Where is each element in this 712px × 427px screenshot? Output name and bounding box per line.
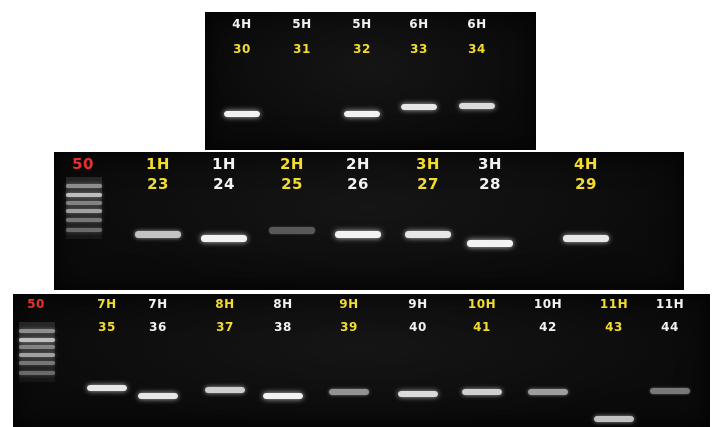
- ladder-lane: [66, 177, 102, 240]
- dna-band: [335, 231, 381, 239]
- lane-top-label: 1H: [146, 155, 170, 173]
- ladder-band: [66, 227, 102, 232]
- lane-number-label: 25: [281, 175, 303, 193]
- dna-band: [398, 390, 438, 397]
- ladder-band: [19, 353, 55, 358]
- lane-number-label: 30: [233, 42, 251, 56]
- lane-number-label: 36: [149, 320, 167, 334]
- lane-top-label: 3H: [416, 155, 440, 173]
- lane-number-label: 33: [410, 42, 428, 56]
- lane-number-label: 34: [468, 42, 486, 56]
- marker-label: 50: [27, 297, 45, 311]
- lane-number-label: 44: [661, 320, 679, 334]
- lane-number-label: 39: [340, 320, 358, 334]
- dna-band: [201, 235, 247, 243]
- lane-number-label: 29: [575, 175, 597, 193]
- ladder-band: [66, 200, 102, 205]
- lane-number-label: 32: [353, 42, 371, 56]
- dna-band: [87, 385, 127, 392]
- ladder-band: [19, 337, 55, 342]
- lane-top-label: 11H: [599, 297, 629, 311]
- dna-band: [462, 389, 502, 396]
- lane-number-label: 24: [213, 175, 235, 193]
- lane-top-label: 3H: [478, 155, 502, 173]
- lane-number-label: 27: [417, 175, 439, 193]
- dna-band: [344, 111, 380, 118]
- lane-top-label: 10H: [533, 297, 563, 311]
- lane-number-label: 23: [147, 175, 169, 193]
- lane-top-label: 2H: [280, 155, 304, 173]
- lane-number-label: 43: [605, 320, 623, 334]
- lane-top-label: 8H: [273, 297, 293, 311]
- lane-top-label: 4H: [232, 17, 252, 31]
- ladder-band: [19, 329, 55, 334]
- ladder-band: [66, 193, 102, 198]
- lane-top-label: 6H: [409, 17, 429, 31]
- ladder-band: [66, 217, 102, 222]
- lane-top-label: 10H: [467, 297, 497, 311]
- dna-band: [405, 231, 451, 239]
- dna-band: [263, 393, 303, 400]
- dna-band: [205, 386, 245, 393]
- dna-band: [329, 389, 369, 396]
- lane-top-label: 8H: [215, 297, 235, 311]
- lane-top-label: 11H: [655, 297, 685, 311]
- dna-band: [459, 102, 495, 109]
- lane-top-label: 6H: [467, 17, 487, 31]
- ladder-band: [66, 184, 102, 189]
- dna-band: [528, 389, 568, 396]
- dna-band: [135, 231, 181, 239]
- ladder-band: [66, 209, 102, 214]
- lane-number-label: 37: [216, 320, 234, 334]
- dna-band: [269, 227, 315, 235]
- lane-top-label: 9H: [408, 297, 428, 311]
- ladder-band: [19, 344, 55, 349]
- lane-top-label: 9H: [339, 297, 359, 311]
- lane-top-label: 5H: [292, 17, 312, 31]
- lane-number-label: 28: [479, 175, 501, 193]
- lane-top-label: 2H: [346, 155, 370, 173]
- lane-top-label: 4H: [574, 155, 598, 173]
- gel-panel-middle: 50 1H 23 1H 24 2H 25 2H 26 3H 27 3H 28 4H 29: [54, 152, 684, 290]
- lane-number-label: 41: [473, 320, 491, 334]
- lane-number-label: 38: [274, 320, 292, 334]
- lane-top-label: 1H: [212, 155, 236, 173]
- lane-top-label: 7H: [97, 297, 117, 311]
- lane-top-label: 7H: [148, 297, 168, 311]
- lane-number-label: 26: [347, 175, 369, 193]
- ladder-lane: [19, 322, 55, 382]
- dna-band: [138, 393, 178, 400]
- dna-band: [224, 111, 260, 118]
- ladder-band: [19, 361, 55, 366]
- dna-band: [563, 235, 609, 243]
- lane-number-label: 42: [539, 320, 557, 334]
- lane-number-label: 31: [293, 42, 311, 56]
- dna-band: [401, 104, 437, 111]
- ladder-band: [19, 371, 55, 376]
- marker-label: 50: [72, 155, 94, 173]
- lane-top-label: 5H: [352, 17, 372, 31]
- gel-panel-bottom: 50 7H 35 7H 36 8H 37 8H 38 9H 39 9H 40 10H 41 10H 42 11H 4…: [13, 294, 710, 427]
- dna-band: [467, 239, 513, 247]
- dna-band: [594, 416, 634, 423]
- gel-panel-top: 4H 30 5H 31 5H 32 6H 33 6H 34: [205, 12, 536, 150]
- lane-number-label: 40: [409, 320, 427, 334]
- lane-number-label: 35: [98, 320, 116, 334]
- dna-band: [650, 388, 690, 395]
